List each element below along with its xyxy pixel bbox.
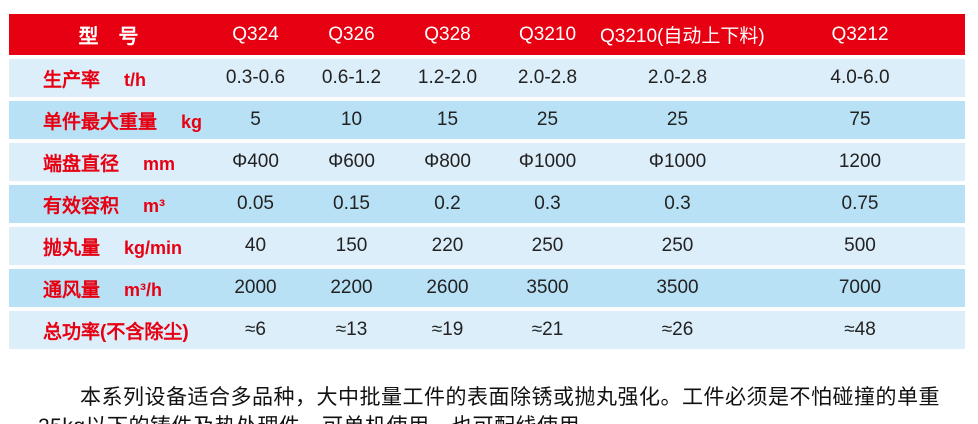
spec-value-cell: 0.75 (841, 193, 879, 214)
spec-value-cell: Φ600 (328, 151, 375, 172)
row-unit: mm (143, 153, 176, 174)
row-label-text: 抛丸量 (43, 237, 101, 259)
spec-value-cell: 25 (536, 109, 559, 130)
spec-value-cell: 75 (849, 109, 871, 130)
spec-value-cell: 2.0-2.8 (517, 67, 578, 88)
spec-row-end-disc-diameter: 端盘直径 mm Φ400 Φ600 Φ800 Φ1000 Φ1000 1200 (9, 143, 965, 181)
footer-note: 本系列设备适合多品种，大中批量工件的表面除锈或抛丸强化。工件必须是不怕碰撞的单重… (38, 386, 940, 424)
spec-value-cell: 10 (340, 109, 363, 130)
row-unit: kg (181, 111, 203, 132)
header-model-q3210-auto: Q3210(自动上下料) (600, 26, 765, 47)
spec-value-cell: 2000 (234, 277, 277, 298)
row-unit: t/h (124, 69, 147, 90)
row-label-text: 端盘直径 (43, 153, 120, 175)
row-label: 总功率(不含除尘) (9, 317, 208, 344)
spec-row-production-rate: 生产率 t/h 0.3-0.6 0.6-1.2 1.2-2.0 2.0-2.8 2… (9, 59, 965, 97)
spec-value-cell: 0.05 (237, 193, 274, 214)
spec-value-cell: 25 (666, 109, 689, 130)
row-unit: m³ (143, 195, 166, 216)
spec-value-cell: 1200 (838, 151, 882, 172)
spec-value-cell: Φ800 (424, 151, 471, 172)
spec-table: 型 号 Q324 Q326 Q328 Q3210 Q3210(自动上下料) Q3… (9, 14, 965, 353)
spec-value-cell: Φ1000 (648, 151, 707, 172)
spec-row-max-piece-weight: 单件最大重量 kg 5 10 15 25 25 75 (9, 101, 965, 139)
spec-value-cell: 0.6-1.2 (321, 67, 382, 88)
row-label-text: 有效容积 (43, 195, 120, 217)
spec-value-cell: 3500 (656, 277, 699, 298)
spec-row-shot-flow: 抛丸量 kg/min 40 150 220 250 250 500 (9, 227, 965, 265)
spec-value-cell: ≈48 (844, 319, 876, 340)
row-label-text: 总功率(不含除尘) (43, 321, 189, 343)
spec-value-cell: ≈19 (431, 319, 464, 340)
row-label: 生产率 t/h (9, 65, 208, 92)
row-label-text: 生产率 (43, 69, 101, 91)
spec-value-cell: 7000 (838, 277, 882, 298)
spec-row-total-power: 总功率(不含除尘) ≈6 ≈13 ≈19 ≈21 ≈26 ≈48 (9, 311, 965, 349)
header-model-q328: Q328 (424, 23, 471, 45)
spec-value-cell: 5 (250, 109, 261, 130)
spec-value-cell: 15 (436, 109, 459, 130)
row-label: 有效容积 m³ (9, 191, 208, 218)
row-label-text: 单件最大重量 (43, 111, 158, 133)
row-unit: kg/min (124, 237, 183, 258)
row-label: 单件最大重量 kg (9, 107, 208, 134)
spec-value-cell: ≈13 (335, 319, 368, 340)
header-model-q3212: Q3212 (831, 23, 889, 45)
spec-value-cell: ≈21 (531, 319, 564, 340)
spec-value-cell: 1.2-2.0 (417, 67, 478, 88)
spec-value-cell: 500 (844, 235, 876, 256)
row-unit: m³/h (124, 279, 163, 300)
header-model-label: 型 号 (78, 26, 139, 48)
spec-value-cell: 0.3-0.6 (225, 67, 286, 88)
spec-value-cell: ≈26 (661, 319, 694, 340)
table-header-row: 型 号 Q324 Q326 Q328 Q3210 Q3210(自动上下料) Q3… (9, 14, 965, 55)
spec-value-cell: 0.15 (333, 193, 370, 214)
spec-value-cell: 250 (531, 235, 564, 256)
spec-value-cell: ≈6 (245, 319, 266, 340)
spec-value-cell: 3500 (526, 277, 569, 298)
spec-row-ventilation: 通风量 m³/h 2000 2200 2600 3500 3500 7000 (9, 269, 965, 307)
spec-value-cell: 250 (661, 235, 694, 256)
spec-value-cell: Φ400 (232, 151, 279, 172)
spec-value-cell: 0.3 (534, 193, 561, 214)
row-label: 端盘直径 mm (9, 149, 208, 176)
spec-value-cell: Φ1000 (518, 151, 577, 172)
spec-value-cell: 2200 (330, 277, 373, 298)
spec-value-cell: 40 (244, 235, 267, 256)
row-label: 通风量 m³/h (9, 275, 208, 302)
spec-value-cell: 150 (335, 235, 368, 256)
header-model-q3210: Q3210 (518, 23, 577, 45)
header-model-q324: Q324 (232, 23, 279, 45)
header-model-q326: Q326 (328, 23, 375, 45)
row-label-text: 通风量 (43, 279, 101, 301)
spec-value-cell: 0.3 (664, 193, 691, 214)
row-label: 抛丸量 kg/min (9, 233, 208, 260)
spec-value-cell: 2600 (426, 277, 469, 298)
spec-value-cell: 220 (431, 235, 464, 256)
spec-value-cell: 2.0-2.8 (647, 67, 708, 88)
spec-value-cell: 0.2 (434, 193, 461, 214)
spec-row-effective-volume: 有效容积 m³ 0.05 0.15 0.2 0.3 0.3 0.75 (9, 185, 965, 223)
spec-value-cell: 4.0-6.0 (830, 67, 890, 88)
